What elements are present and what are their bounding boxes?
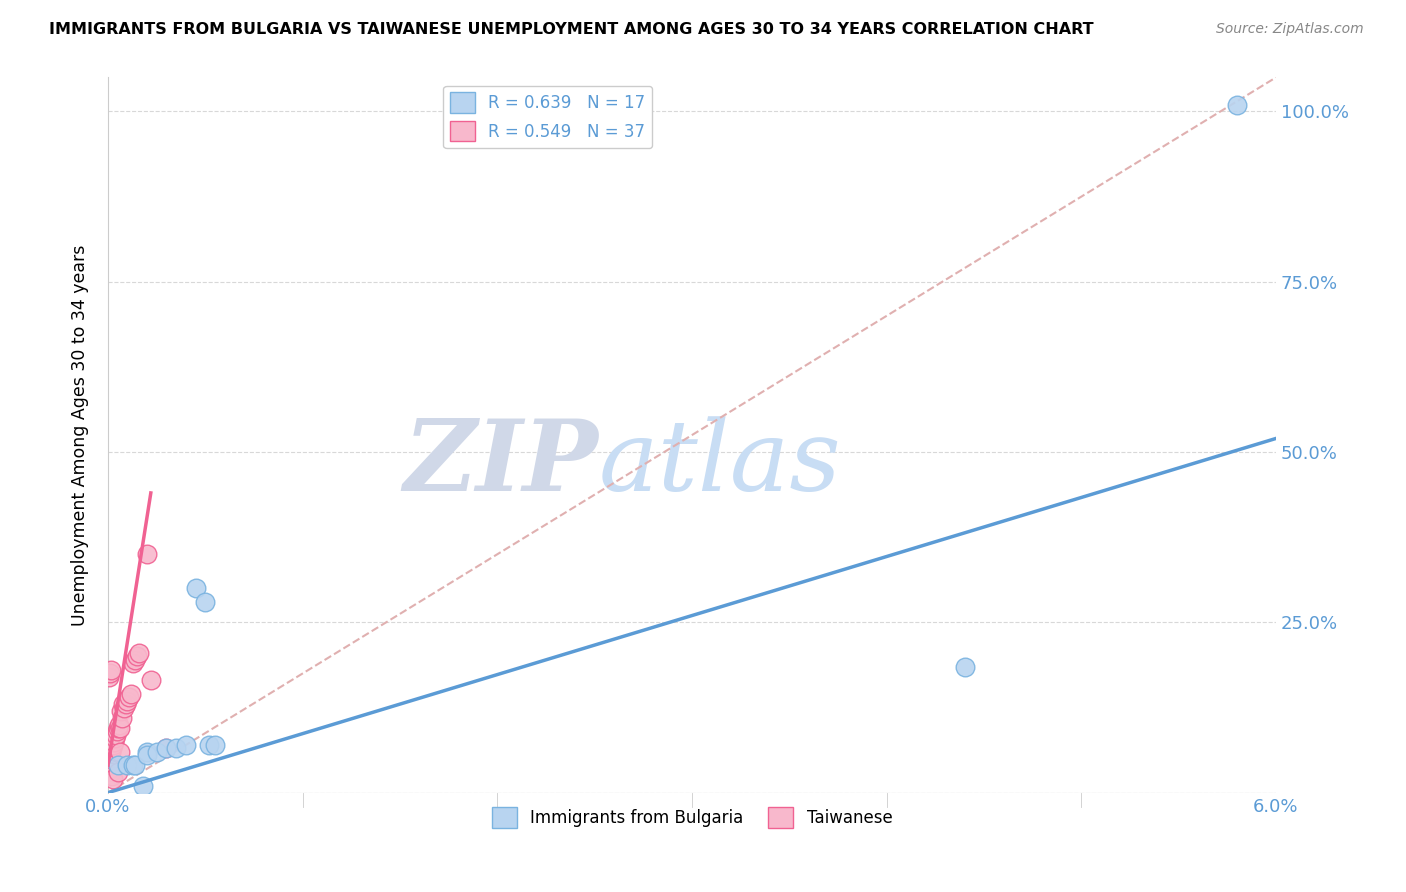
Point: [111, 697, 134, 711]
Point: [155, 741, 177, 756]
Point: [101, 769, 124, 783]
Point: [100, 745, 122, 759]
Point: [107, 721, 129, 735]
Point: [953, 659, 976, 673]
Point: [97, 758, 120, 772]
Point: [108, 745, 131, 759]
Point: [105, 724, 128, 739]
Point: [122, 758, 145, 772]
Point: [135, 745, 157, 759]
Point: [128, 646, 150, 660]
Point: [194, 595, 217, 609]
Point: [108, 721, 131, 735]
Point: [98, 666, 121, 681]
Point: [165, 741, 187, 756]
Point: [110, 704, 132, 718]
Point: [98, 748, 121, 763]
Point: [124, 653, 146, 667]
Point: [100, 663, 122, 677]
Point: [103, 734, 125, 748]
Point: [155, 741, 177, 756]
Point: [98, 762, 121, 776]
Point: [135, 547, 157, 561]
Text: IMMIGRANTS FROM BULGARIA VS TAIWANESE UNEMPLOYMENT AMONG AGES 30 TO 34 YEARS COR: IMMIGRANTS FROM BULGARIA VS TAIWANESE UN…: [49, 22, 1094, 37]
Point: [1226, 97, 1249, 112]
Point: [104, 728, 127, 742]
Point: [118, 690, 141, 705]
Legend: Immigrants from Bulgaria, Taiwanese: Immigrants from Bulgaria, Taiwanese: [485, 801, 898, 834]
Point: [107, 758, 129, 772]
Point: [114, 697, 136, 711]
Point: [107, 765, 129, 780]
Point: [174, 738, 197, 752]
Point: [204, 738, 226, 752]
Point: [101, 738, 124, 752]
Point: [135, 748, 157, 763]
Point: [100, 765, 122, 780]
Text: Source: ZipAtlas.com: Source: ZipAtlas.com: [1216, 22, 1364, 37]
Y-axis label: Unemployment Among Ages 30 to 34 years: Unemployment Among Ages 30 to 34 years: [72, 244, 89, 625]
Point: [198, 738, 221, 752]
Point: [145, 745, 167, 759]
Point: [101, 741, 124, 756]
Point: [97, 670, 120, 684]
Point: [184, 582, 207, 596]
Point: [107, 717, 129, 731]
Point: [124, 758, 146, 772]
Point: [132, 779, 155, 793]
Point: [112, 700, 135, 714]
Point: [127, 649, 149, 664]
Point: [117, 694, 139, 708]
Point: [97, 751, 120, 765]
Point: [117, 758, 139, 772]
Text: ZIP: ZIP: [404, 416, 599, 512]
Point: [101, 772, 124, 786]
Point: [104, 731, 127, 746]
Point: [120, 687, 142, 701]
Point: [139, 673, 162, 688]
Text: atlas: atlas: [599, 416, 841, 511]
Point: [122, 657, 145, 671]
Point: [110, 711, 132, 725]
